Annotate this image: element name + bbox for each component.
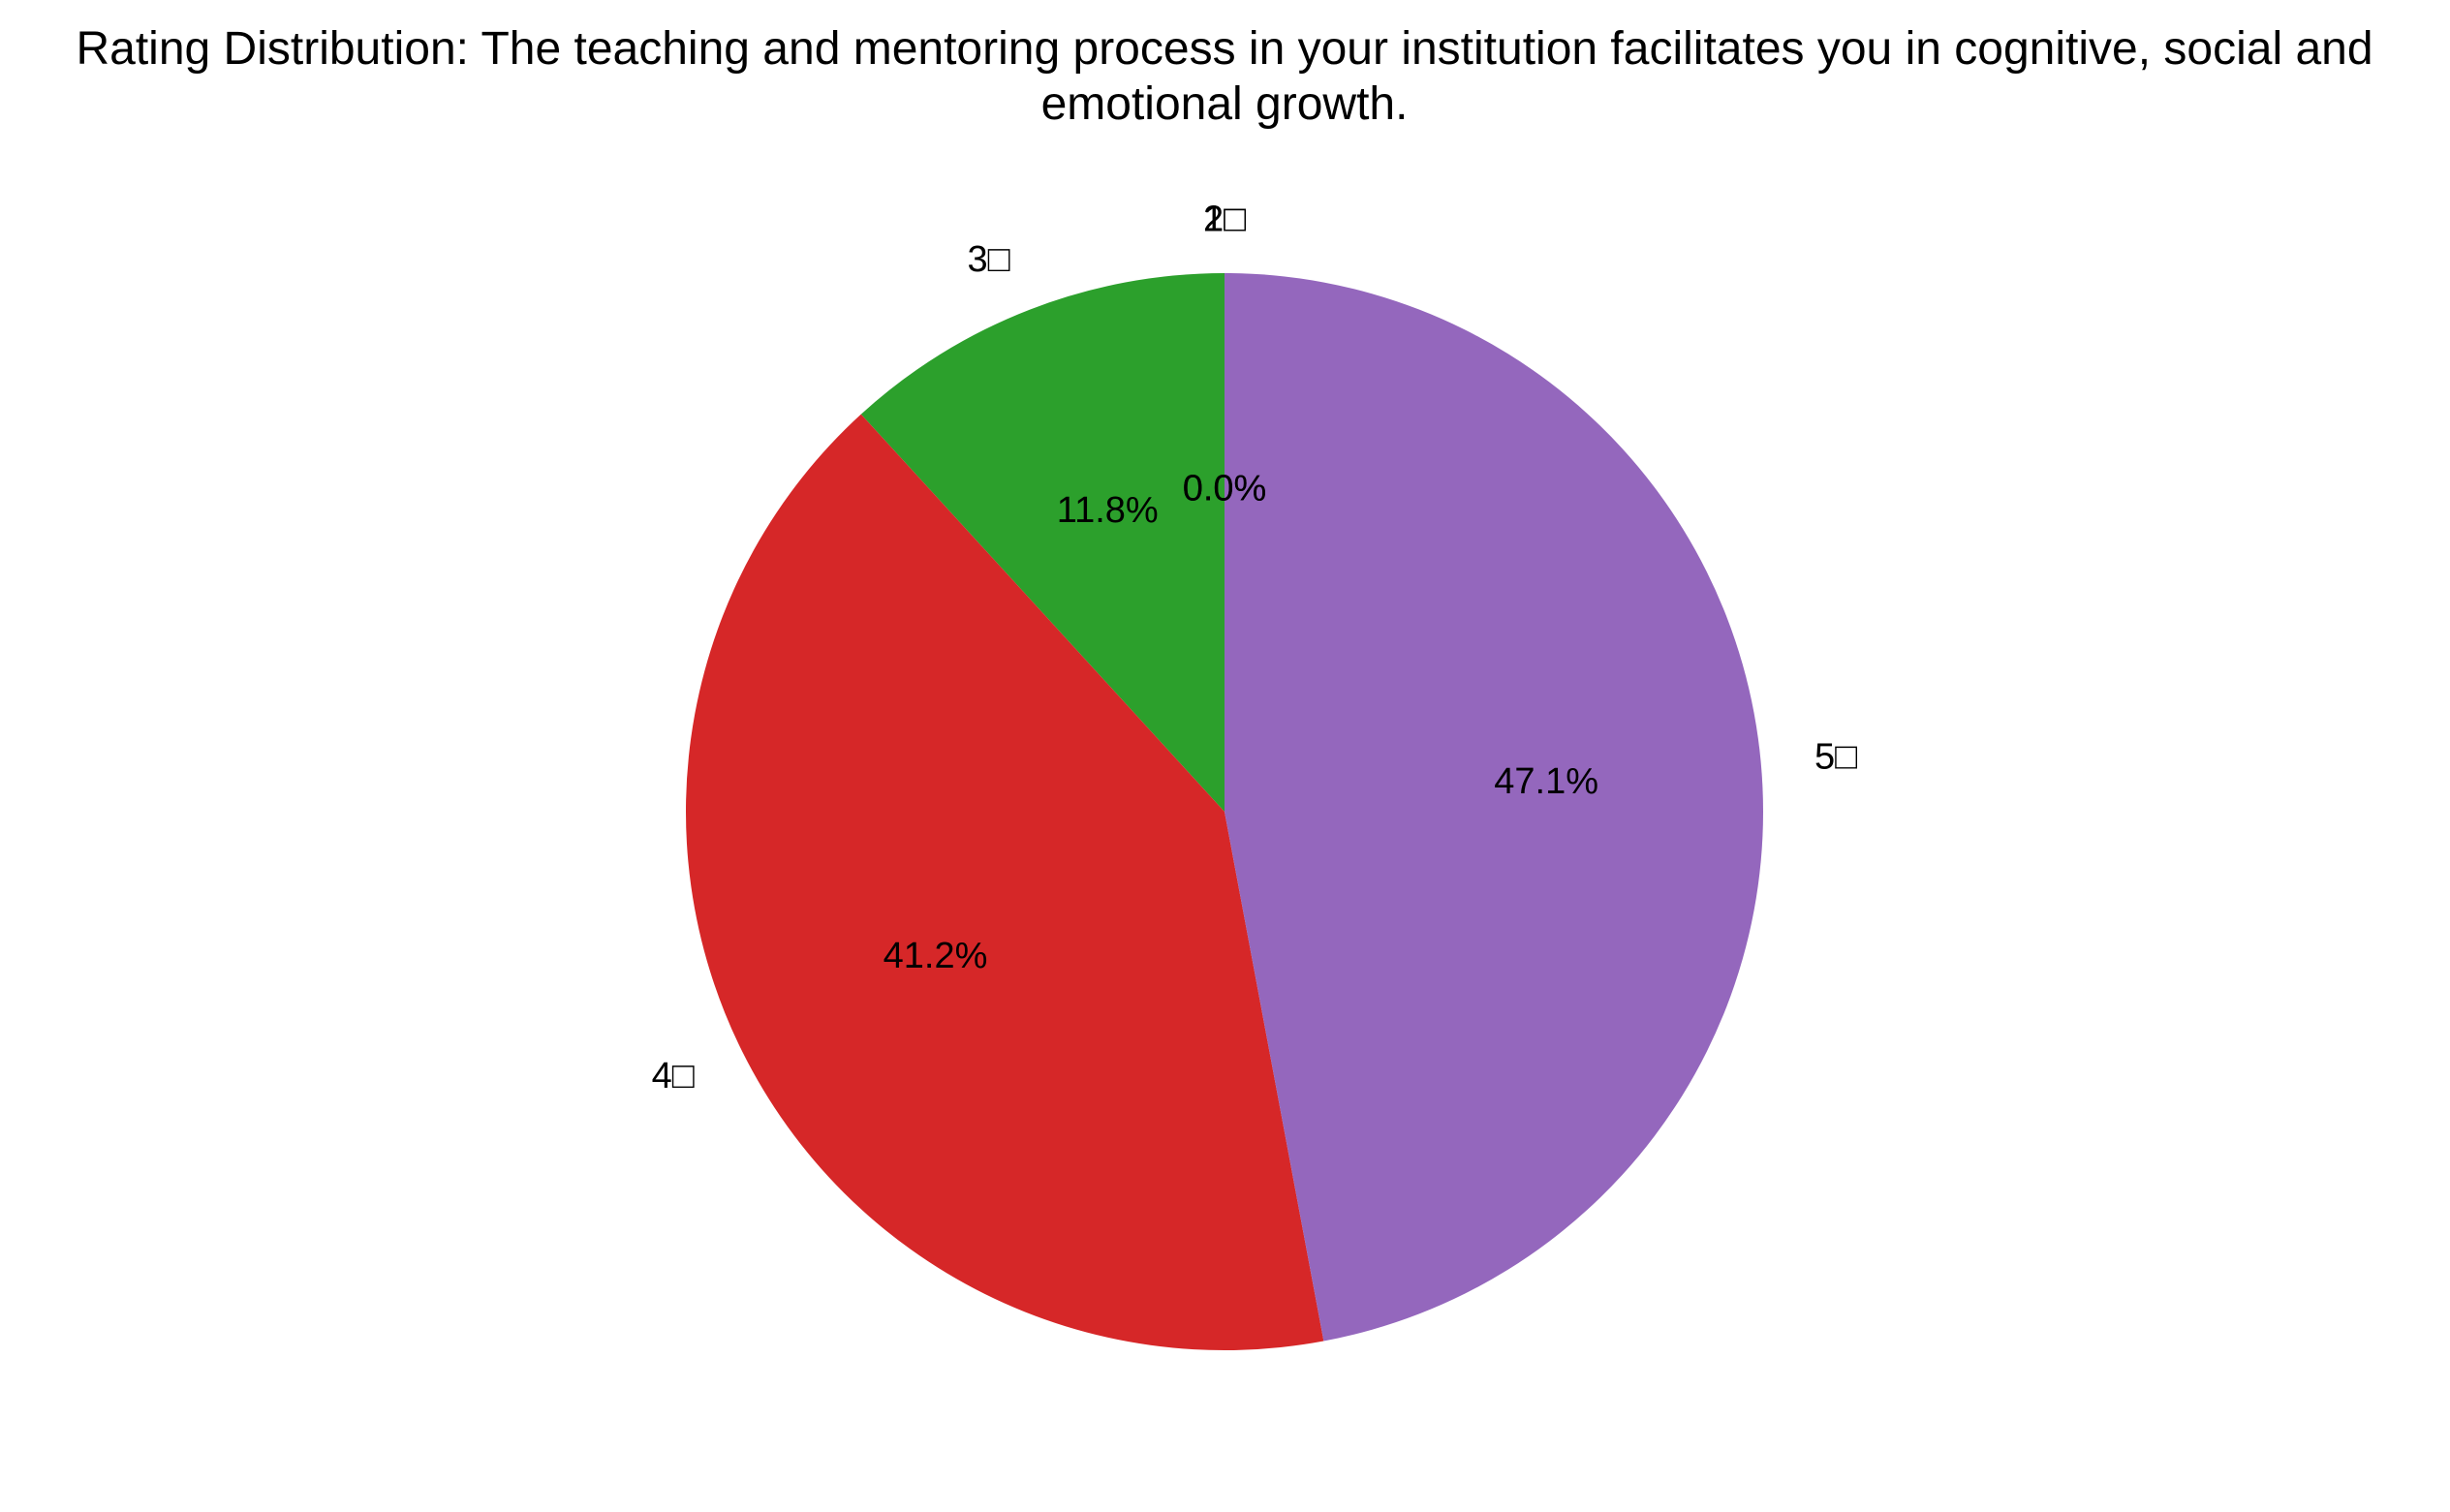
slice-label-4: 4□ xyxy=(652,1056,695,1096)
slice-label-5: 5□ xyxy=(1814,736,1857,777)
slice-label-1: 1□ xyxy=(1203,199,1246,239)
slice-percent-4: 41.2% xyxy=(884,936,988,976)
pie-slice-3 xyxy=(860,273,1225,812)
slice-percent-5: 47.1% xyxy=(1494,761,1598,802)
pie-slice-4 xyxy=(686,414,1324,1351)
pie-labels: 1□0.0%2□0.0%3□11.8%4□41.2%5□47.1% xyxy=(652,199,1857,1096)
chart-title-line-2: emotional growth. xyxy=(1041,78,1409,130)
slice-percent-1: 0.0% xyxy=(1183,468,1267,509)
chart-title-line-1: Rating Distribution: The teaching and me… xyxy=(76,23,2372,75)
pie-slices xyxy=(686,273,1763,1351)
pie-slice-5 xyxy=(1225,273,1763,1342)
slice-label-3: 3□ xyxy=(968,239,1010,280)
slice-label-2: 2□ xyxy=(1203,199,1246,239)
slice-percent-2: 0.0% xyxy=(1183,468,1267,509)
slice-percent-3: 11.8% xyxy=(1057,490,1159,531)
